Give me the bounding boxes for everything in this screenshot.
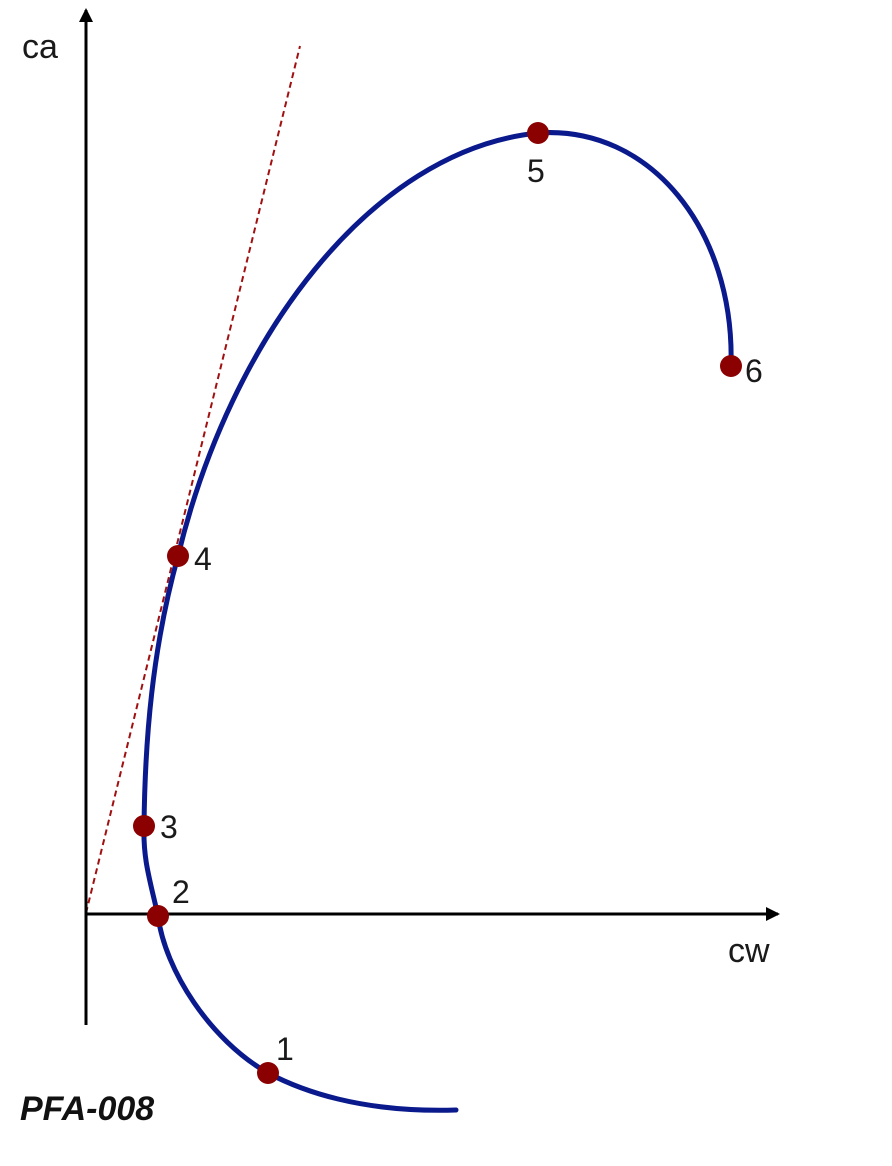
curve-point-4 [167, 545, 189, 567]
point-label-1: 1 [276, 1031, 294, 1067]
diagram-identifier: PFA-008 [20, 1090, 154, 1128]
point-label-2: 2 [172, 874, 190, 910]
polar-curve [141, 130, 734, 1113]
curve-point-3 [133, 815, 155, 837]
point-label-4: 4 [194, 541, 212, 577]
y-axis-label-text: ca [22, 28, 58, 66]
point-label-5: 5 [527, 153, 545, 189]
point-label-3: 3 [160, 809, 178, 845]
curve-point-2 [147, 905, 169, 927]
curve-point-5 [527, 122, 549, 144]
point-label-6: 6 [745, 353, 763, 389]
x-axis-label-text: cw [728, 932, 770, 970]
curve-point-1 [257, 1062, 279, 1084]
x-axis-label: cw [728, 932, 770, 970]
y-axis-label: ca [22, 28, 58, 66]
tangent-line [85, 45, 301, 914]
curve-point-6 [720, 355, 742, 377]
